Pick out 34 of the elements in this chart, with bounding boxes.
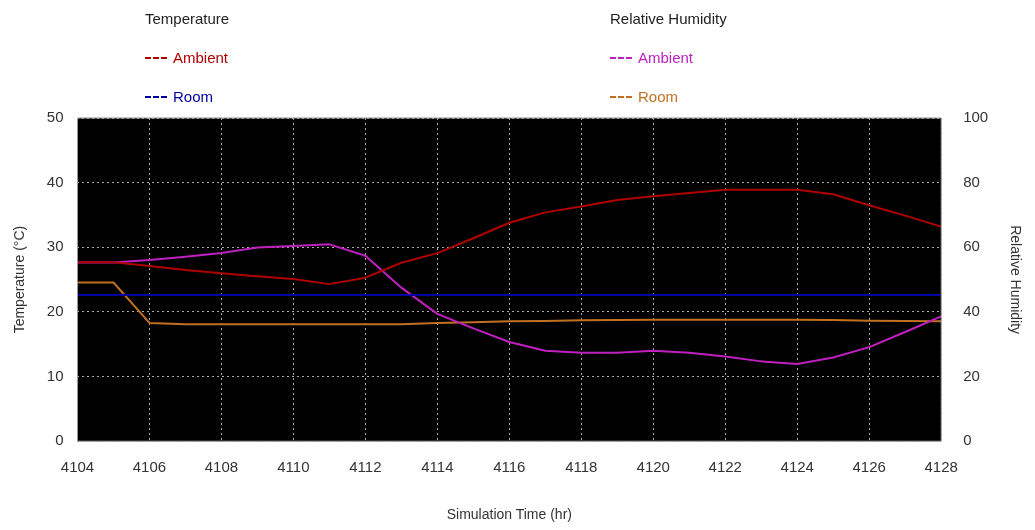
x-tick-label: 4122 xyxy=(708,458,742,476)
y2-axis-title: Relative Humidity xyxy=(1007,225,1024,335)
x-tick-label: 4112 xyxy=(349,458,382,476)
y-tick-label: 40 xyxy=(46,172,64,190)
y-axis-title: Temperature (°C) xyxy=(11,225,28,334)
x-tick-label: 4106 xyxy=(132,458,167,476)
x-tick-label: 4110 xyxy=(277,458,310,476)
x-tick-label: 4104 xyxy=(60,458,95,476)
x-tick-label: 4126 xyxy=(852,458,886,476)
x-tick-label: 4114 xyxy=(421,458,454,476)
x-tick-label: 4108 xyxy=(204,458,239,476)
x-tick-label: 4118 xyxy=(565,458,598,476)
legend-label: Room xyxy=(638,88,679,105)
text: Temperature xyxy=(145,10,230,27)
x-tick-label: 4116 xyxy=(493,458,526,476)
y-tick-label: 0 xyxy=(55,431,64,449)
text: Relative Humidity xyxy=(610,10,727,27)
y2-tick-label: 80 xyxy=(963,172,980,190)
y-tick-label: 30 xyxy=(46,237,64,255)
y-tick-label: 20 xyxy=(46,302,64,320)
legend-label: Ambient xyxy=(173,49,229,66)
y2-tick-label: 60 xyxy=(963,237,980,255)
y2-tick-label: 20 xyxy=(963,366,980,384)
y-tick-label: 50 xyxy=(46,108,64,126)
y-tick-label: 10 xyxy=(46,366,64,384)
legend-label: Ambient xyxy=(638,49,694,66)
x-tick-label: 4120 xyxy=(636,458,670,476)
y2-tick-label: 0 xyxy=(963,431,972,449)
x-axis-title: Simulation Time (hr) xyxy=(446,506,572,523)
legend-label: Room xyxy=(173,88,214,105)
x-tick-label: 4128 xyxy=(924,458,958,476)
x-tick-label: 4124 xyxy=(780,458,814,476)
y2-tick-label: 100 xyxy=(963,108,989,126)
y2-tick-label: 40 xyxy=(963,302,980,320)
